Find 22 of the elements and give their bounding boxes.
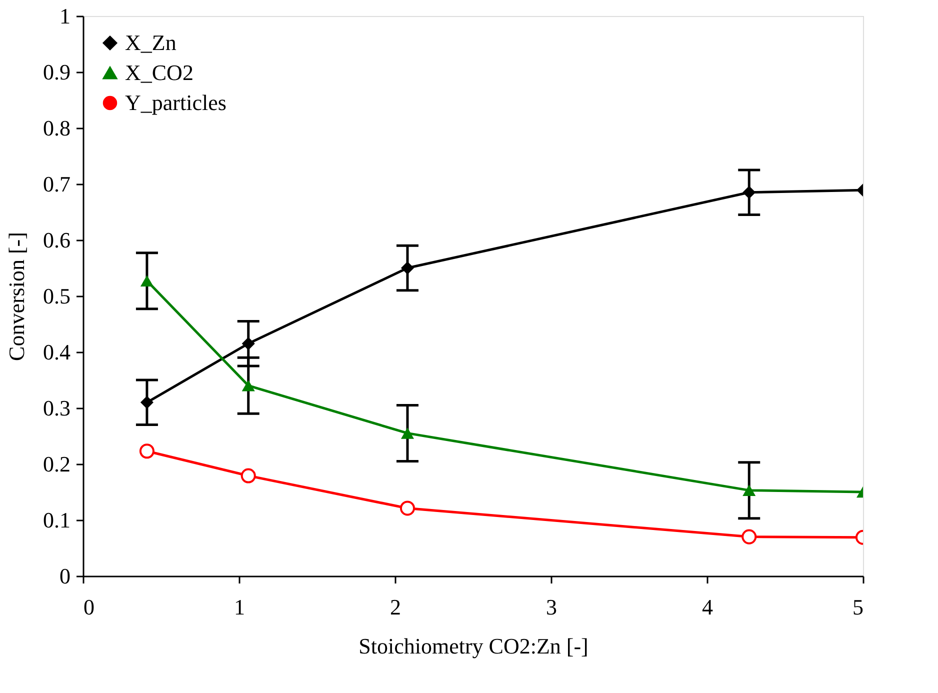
x-tick-label: 1 — [234, 594, 245, 620]
y-tick-label: 0.8 — [43, 116, 70, 140]
legend-label: X_CO2 — [125, 60, 194, 85]
y-tick-label: 0.3 — [43, 396, 70, 420]
y-tick-label: 0.5 — [43, 284, 70, 308]
x-axis-title: Stoichiometry CO2:Zn [-] — [358, 634, 588, 658]
y-tick-label: 0.1 — [43, 508, 70, 532]
y-tick-label: 0.9 — [43, 60, 70, 84]
x-tick-label: 5 — [852, 594, 864, 620]
y-tick-label: 0.4 — [43, 340, 70, 364]
y-tick-label: 0.2 — [43, 452, 70, 476]
legend-label: X_Zn — [125, 30, 176, 55]
x-tick-label: 0 — [84, 594, 94, 620]
y-tick-label: 0.7 — [43, 172, 70, 196]
y-tick-label: 1 — [60, 4, 70, 28]
y-tick-label: 0.6 — [43, 228, 70, 252]
y-axis-title: Conversion [-] — [4, 232, 29, 361]
x-tick-label: 2 — [390, 594, 401, 620]
legend-label: Y_particles — [125, 90, 226, 115]
y-tick-label: 0 — [60, 564, 70, 588]
x-tick-label: 3 — [546, 594, 557, 620]
x-tick-label: 4 — [702, 594, 713, 620]
